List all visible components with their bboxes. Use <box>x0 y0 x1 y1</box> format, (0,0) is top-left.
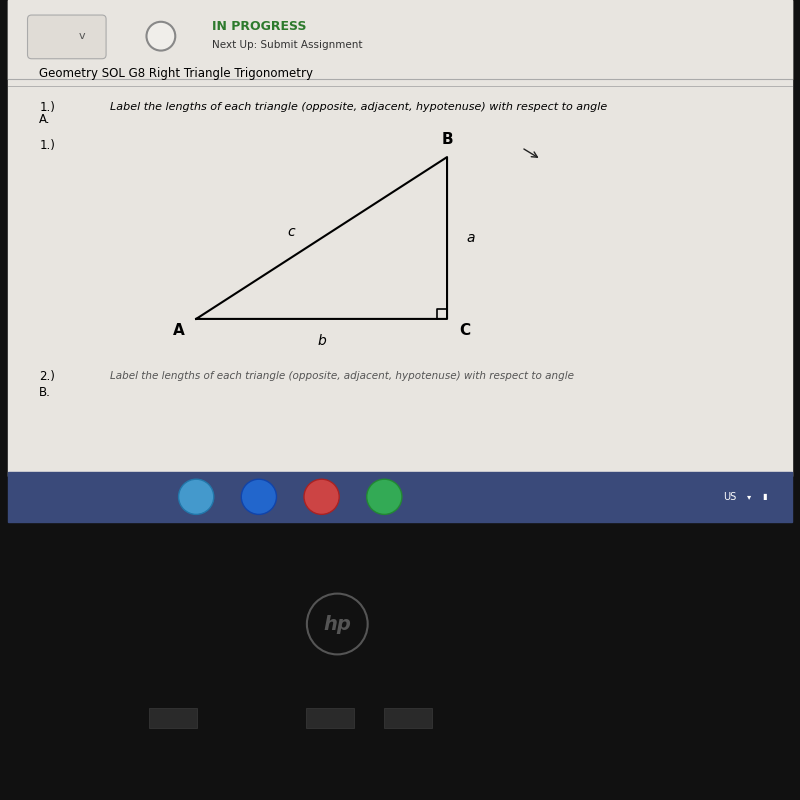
Text: ▾: ▾ <box>746 492 751 502</box>
Text: 1.): 1.) <box>39 138 55 152</box>
Text: a: a <box>466 231 475 245</box>
Text: IN PROGRESS: IN PROGRESS <box>212 20 306 33</box>
Bar <box>8 472 792 522</box>
Circle shape <box>304 479 339 514</box>
Text: 1.): 1.) <box>39 101 55 114</box>
Text: Label the lengths of each triangle (opposite, adjacent, hypotenuse) with respect: Label the lengths of each triangle (oppo… <box>110 371 574 381</box>
Text: v: v <box>79 31 86 41</box>
Text: A.: A. <box>39 114 51 126</box>
Text: US: US <box>722 492 736 502</box>
Text: b: b <box>318 334 326 348</box>
FancyBboxPatch shape <box>27 15 106 58</box>
Text: Label the lengths of each triangle (opposite, adjacent, hypotenuse) with respect: Label the lengths of each triangle (oppo… <box>110 102 607 112</box>
Bar <box>306 708 354 728</box>
Circle shape <box>146 22 175 50</box>
Text: C: C <box>459 323 470 338</box>
Circle shape <box>178 479 214 514</box>
Circle shape <box>242 479 277 514</box>
Bar <box>8 0 792 78</box>
Bar <box>149 708 197 728</box>
Text: 2.): 2.) <box>39 370 55 382</box>
Text: ▮: ▮ <box>762 492 767 502</box>
Bar <box>8 0 792 476</box>
Text: Geometry SOL G8 Right Triangle Trigonometry: Geometry SOL G8 Right Triangle Trigonome… <box>39 67 314 80</box>
Text: A: A <box>173 323 185 338</box>
Bar <box>384 708 432 728</box>
Text: B: B <box>442 132 453 147</box>
Text: hp: hp <box>323 614 351 634</box>
Text: c: c <box>287 225 295 238</box>
Circle shape <box>366 479 402 514</box>
Text: Next Up: Submit Assignment: Next Up: Submit Assignment <box>212 40 362 50</box>
Text: B.: B. <box>39 386 51 399</box>
